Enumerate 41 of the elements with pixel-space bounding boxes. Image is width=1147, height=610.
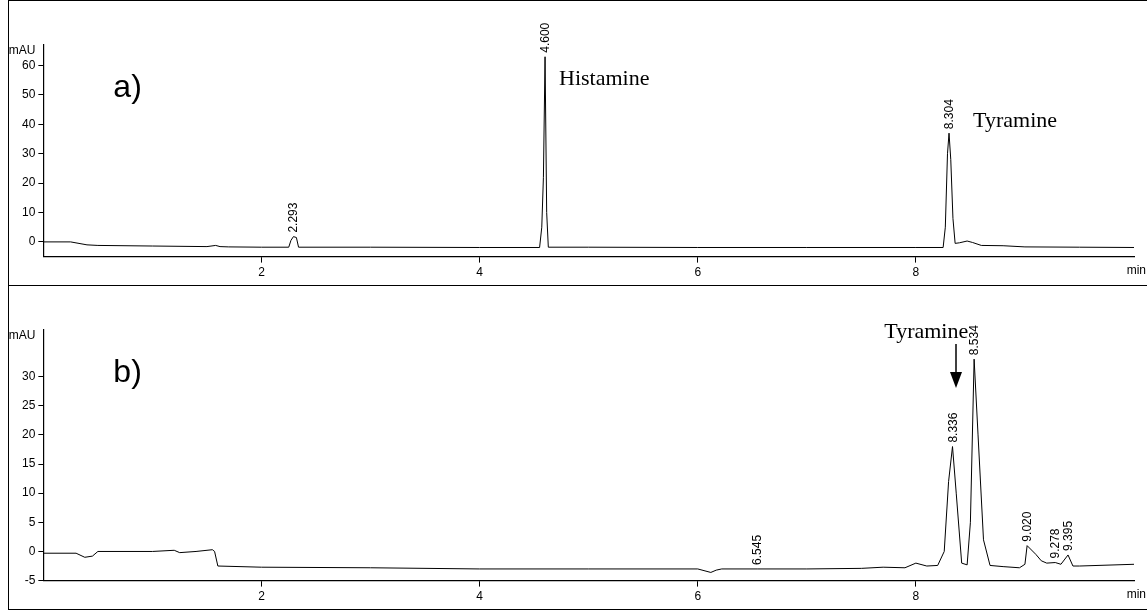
annotation: 8.534 [967,324,982,356]
x-axis-title: min [1126,586,1146,601]
y-tick-label: 10 [21,485,36,500]
x-tick-label: 6 [694,265,702,280]
y-tick-label: 0 [28,234,36,249]
annotation: Histamine [559,64,650,90]
annotation: 8.304 [942,98,957,130]
y-axis-title: mAU [8,328,36,343]
x-tick-label: 2 [258,589,266,604]
x-axis-title: min [1126,262,1146,277]
y-tick-label: 10 [21,204,36,219]
annotation: 6.545 [750,534,765,565]
y-tick-label: 50 [21,87,36,102]
y-tick-label: -5 [24,572,36,587]
annotation: 9.020 [1020,511,1035,542]
annotation: 9.395 [1061,520,1076,551]
annotation: 2.293 [286,202,301,233]
x-tick-label: 2 [258,265,266,280]
text: a) [113,68,142,104]
text: b) [113,353,142,389]
x-tick-label: 6 [694,589,702,604]
y-tick-label: 5 [28,514,36,529]
x-tick-label: 4 [476,265,484,280]
y-tick-label: 0 [28,543,36,558]
annotation: 9.278 [1048,528,1063,559]
annotation: 4.600 [538,22,553,53]
annotation: 8.336 [945,412,960,443]
y-tick-label: 30 [21,368,36,383]
y-tick-label: 15 [21,456,36,471]
y-tick-label: 20 [21,175,36,190]
annotation: Tyramine [884,318,969,344]
y-tick-label: 30 [21,146,36,161]
y-tick-label: 20 [21,427,36,442]
y-tick-label: 25 [21,398,36,413]
y-tick-label: 40 [21,116,36,131]
y-axis-title: mAU [8,43,36,58]
annotation: Tyramine [973,107,1058,133]
x-tick-label: 8 [912,589,920,604]
x-tick-label: 8 [912,265,920,280]
x-tick-label: 4 [476,589,484,604]
y-tick-label: 60 [21,57,36,72]
